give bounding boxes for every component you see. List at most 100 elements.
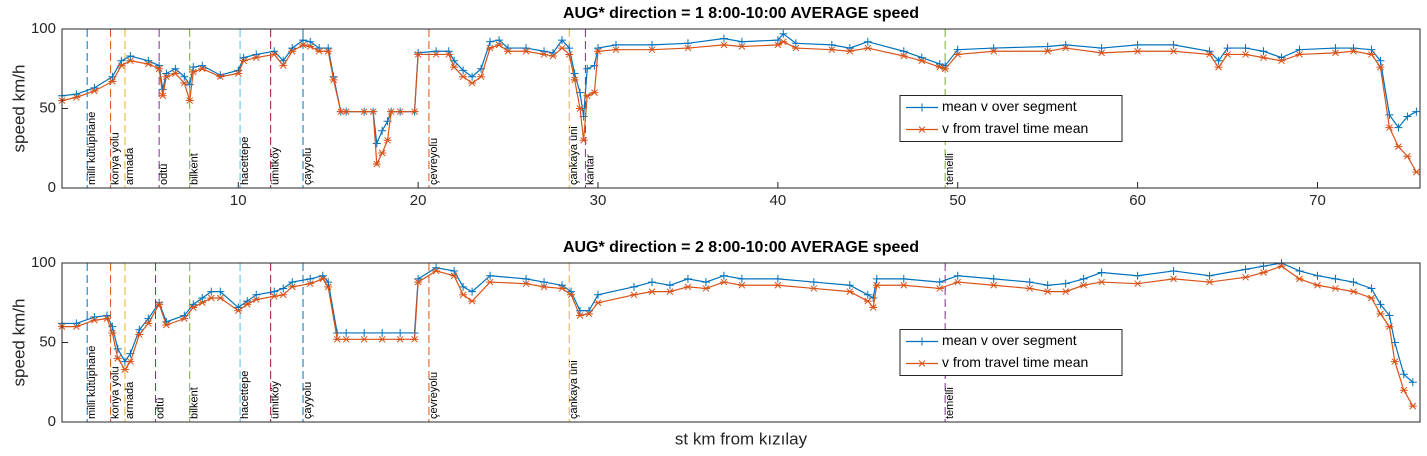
- station-label: hacettepe: [239, 371, 251, 419]
- data-point: [459, 73, 468, 81]
- data-point: [378, 328, 387, 337]
- station-label: armada: [124, 147, 136, 185]
- data-point: [1223, 44, 1232, 53]
- station-label: milli kütüphane: [86, 346, 98, 419]
- data-point: [583, 92, 592, 100]
- data-point: [495, 41, 504, 49]
- data-point: [1277, 57, 1286, 65]
- data-point: [989, 47, 998, 55]
- data-point: [953, 271, 962, 280]
- station-label: odtü: [154, 398, 166, 419]
- data-point: [459, 282, 468, 291]
- data-point: [1025, 278, 1034, 287]
- data-point: [1367, 51, 1376, 58]
- data-point: [1295, 51, 1304, 58]
- data-point: [683, 44, 692, 52]
- data-point: [1133, 47, 1142, 55]
- data-point: [117, 56, 126, 65]
- data-point: [845, 288, 854, 295]
- data-point: [1412, 107, 1421, 116]
- x-tick-label: 70: [1309, 192, 1326, 209]
- data-point: [126, 358, 135, 365]
- data-point: [583, 64, 592, 73]
- data-point: [1376, 300, 1385, 309]
- data-point: [1259, 54, 1268, 61]
- data-point: [1043, 281, 1052, 290]
- data-point: [288, 278, 297, 287]
- data-point: [180, 79, 189, 87]
- data-point: [1376, 310, 1385, 318]
- data-point: [611, 46, 620, 54]
- data-point: [279, 284, 288, 293]
- station-label: çevreyolu: [428, 138, 440, 185]
- data-point: [1205, 51, 1214, 58]
- data-point: [1367, 45, 1376, 54]
- data-point: [162, 73, 171, 81]
- legend-box: [899, 95, 1123, 142]
- data-point: [155, 300, 164, 308]
- legend-label: mean v over segment: [942, 98, 1077, 114]
- data-point: [216, 287, 225, 296]
- data-point: [1385, 323, 1394, 330]
- data-point: [899, 47, 908, 56]
- data-point: [1313, 271, 1322, 280]
- data-point: [737, 274, 746, 283]
- legend-marker: [918, 103, 926, 112]
- data-point: [135, 331, 144, 338]
- data-point: [270, 287, 279, 296]
- data-point: [1025, 285, 1034, 292]
- legend-label: v from travel time mean: [942, 354, 1088, 370]
- data-point: [899, 52, 908, 60]
- data-point: [299, 41, 308, 49]
- data-point: [917, 57, 926, 65]
- data-point: [1408, 402, 1417, 410]
- data-point: [459, 66, 468, 75]
- data-point: [719, 34, 728, 43]
- data-point: [432, 51, 441, 58]
- data-point: [1043, 42, 1052, 51]
- data-point: [869, 304, 878, 311]
- data-point: [665, 281, 674, 290]
- x-tick-label: 50: [949, 192, 966, 209]
- data-point: [120, 366, 129, 373]
- data-point: [576, 312, 585, 319]
- station-label: odtü: [158, 164, 170, 185]
- data-point: [234, 307, 243, 315]
- data-point: [1133, 271, 1142, 280]
- data-point: [953, 45, 962, 54]
- station-label: bilkent: [189, 387, 201, 419]
- data-point: [1061, 288, 1070, 295]
- data-point: [1061, 44, 1070, 52]
- data-point: [1331, 49, 1340, 57]
- station-label: armada: [124, 381, 136, 419]
- data-point: [585, 310, 594, 318]
- plot-frame: [61, 262, 1421, 423]
- data-point: [1408, 378, 1417, 387]
- data-point: [941, 65, 950, 73]
- data-point: [318, 275, 327, 283]
- data-point: [486, 278, 495, 286]
- data-point: [522, 274, 531, 283]
- data-point: [737, 43, 746, 50]
- data-point: [450, 266, 459, 275]
- data-point: [540, 278, 549, 287]
- station-label: konya yolu: [109, 366, 121, 419]
- data-point: [144, 60, 153, 68]
- legend-marker: [918, 126, 926, 133]
- data-point: [387, 108, 396, 116]
- data-point: [683, 274, 692, 283]
- data-point: [252, 296, 261, 303]
- data-point: [372, 139, 381, 148]
- plot-frame: [61, 28, 1421, 189]
- data-point: [647, 46, 656, 54]
- data-point: [333, 328, 342, 337]
- data-point: [207, 287, 216, 296]
- station-label: temelli: [944, 387, 956, 419]
- data-point: [1169, 266, 1178, 275]
- legend-box: [899, 329, 1123, 376]
- station-label: bilkent: [189, 153, 201, 185]
- data-point: [1214, 56, 1223, 65]
- data-point: [468, 72, 477, 81]
- data-point: [989, 281, 998, 289]
